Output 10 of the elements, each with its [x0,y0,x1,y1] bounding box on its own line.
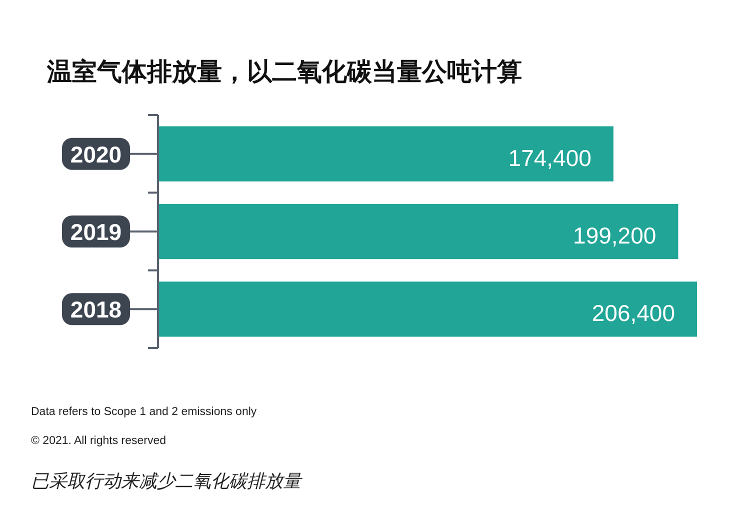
y-tick-label: 2020 [70,141,122,168]
text: © 2021. All rights reserved [31,435,166,447]
chart-title: 温室气体排放量，以二氧化碳当量公吨计算 [46,58,522,86]
text: 已采取行动来减少二氧化碳排放量 [31,471,303,491]
data-label: 206,400 [592,300,675,326]
text: Data refers to Scope 1 and 2 emissions only [31,406,257,418]
y-tick-label: 2018 [70,296,122,323]
data-label: 199,200 [573,222,656,248]
data-label: 174,400 [508,144,592,171]
y-tick-label: 2019 [70,219,122,245]
